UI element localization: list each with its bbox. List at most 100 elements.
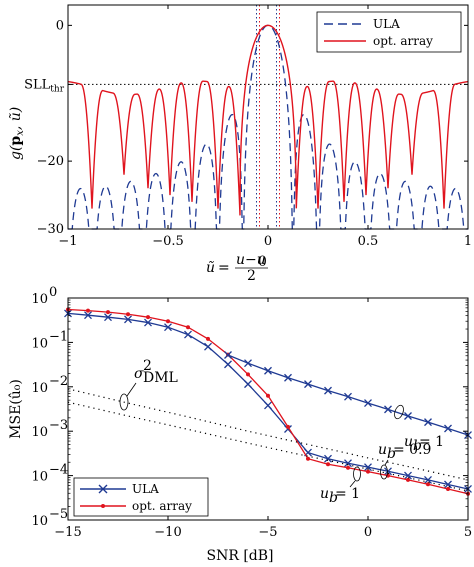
bottom-plot-frame <box>67 297 469 521</box>
dot-marker <box>266 393 270 398</box>
svg-text:g(px, ũ): g(px, ũ) <box>8 107 26 160</box>
dot-marker <box>406 477 410 482</box>
y-tick-label: 0 <box>56 18 64 33</box>
x-marker <box>424 475 432 484</box>
annotation-sigma-dml: σ 2 DML <box>119 358 178 411</box>
y-tick-label: 10 <box>31 381 48 396</box>
bottom-legend: ULA opt. array <box>73 477 209 517</box>
top-plot-frame <box>67 4 469 230</box>
y-tick-exponent: −4 <box>49 463 68 478</box>
x-marker <box>304 380 312 389</box>
svg-text:b: b <box>413 438 422 454</box>
y-tick-label: 10 <box>31 336 48 351</box>
annotation-ub09: u b = 0.9 <box>378 442 431 480</box>
svg-text:= 0.9: = 0.9 <box>393 442 431 458</box>
x-marker <box>384 467 392 476</box>
svg-text:u: u <box>378 442 387 458</box>
dot-marker <box>366 469 370 474</box>
svg-text:= 1: = 1 <box>419 434 444 450</box>
legend-label-ula: ULA <box>373 17 400 31</box>
x-marker <box>364 399 372 408</box>
svg-text:b: b <box>387 446 396 462</box>
x-marker <box>224 351 232 359</box>
svg-text:u: u <box>320 486 329 502</box>
dot-marker <box>246 372 250 377</box>
x-marker <box>164 323 172 332</box>
x-marker <box>364 463 372 472</box>
x-marker <box>264 366 272 375</box>
x-marker <box>424 418 432 427</box>
x-tick-label: 1 <box>464 234 472 249</box>
dot-marker <box>306 456 310 461</box>
top-legend: ULA opt. array <box>316 11 462 53</box>
x-tick-label: 0 <box>264 234 272 249</box>
y-tick-label: 10 <box>31 425 48 440</box>
y-tick-label: 10 <box>31 470 48 485</box>
svg-text:σ: σ <box>134 366 144 382</box>
svg-text:b: b <box>329 490 338 506</box>
top-y-axis-label: g(px, ũ) <box>8 107 26 160</box>
x-marker <box>444 480 452 489</box>
svg-text:2: 2 <box>143 358 152 374</box>
x-tick-label: 0 <box>364 525 372 540</box>
y-tick-exponent: −2 <box>49 374 68 389</box>
bottom-y-axis-label: MSE(û₀) <box>8 379 24 439</box>
svg-text:0: 0 <box>258 254 267 270</box>
x-marker <box>404 412 412 420</box>
x-marker <box>264 401 272 410</box>
x-marker <box>444 424 452 433</box>
x-marker <box>404 471 412 480</box>
x-marker <box>324 454 332 463</box>
x-marker <box>224 360 232 369</box>
x-tick-label: 0.5 <box>358 234 379 249</box>
x-marker <box>124 315 132 324</box>
dot-marker <box>126 312 130 317</box>
x-marker <box>284 373 292 382</box>
y-tick-label: 10 <box>31 514 48 529</box>
series-opt-beampattern <box>67 24 469 216</box>
x-tick-label: −15 <box>54 525 81 540</box>
svg-text:u−u: u−u <box>236 252 266 268</box>
dot-marker <box>326 462 330 467</box>
legend-label-opt: opt. array <box>373 34 433 48</box>
x-tick-label: −1 <box>58 234 77 249</box>
legend-label-ula-mse: ULA <box>132 482 159 496</box>
x-tick-label: −10 <box>154 525 181 540</box>
dot-marker <box>146 315 150 320</box>
svg-text:DML: DML <box>143 370 178 386</box>
x-marker <box>244 359 252 368</box>
y-tick-exponent: −1 <box>49 329 68 344</box>
x-marker <box>344 392 352 401</box>
dot-marker <box>106 310 110 315</box>
y-tick-label: 10 <box>31 292 48 307</box>
dot-marker <box>166 319 170 324</box>
dot-marker <box>446 486 450 491</box>
svg-text:= 1: = 1 <box>335 486 360 502</box>
y-tick-exponent: 0 <box>49 285 57 300</box>
legend-label-opt-mse: opt. array <box>132 499 192 513</box>
bottom-x-axis-label: SNR [dB] <box>206 548 273 564</box>
x-marker <box>344 459 352 468</box>
y-tick-label: −30 <box>37 222 64 237</box>
x-marker <box>324 386 332 395</box>
annotation-ub1-upper: u b = 1 <box>394 404 444 454</box>
x-marker <box>244 380 252 389</box>
y-tick-exponent: −3 <box>49 418 68 433</box>
annotation-ub1-lower: u b = 1 <box>320 466 361 506</box>
svg-text:u: u <box>404 434 413 450</box>
svg-text:2: 2 <box>247 268 256 284</box>
dot-marker <box>86 308 90 313</box>
x-marker <box>144 318 152 327</box>
x-tick-label: 5 <box>464 525 472 540</box>
y-tick-label: −20 <box>37 154 64 169</box>
x-marker <box>104 313 112 322</box>
x-marker <box>204 342 212 351</box>
x-marker <box>84 311 92 320</box>
x-tick-label: −0.5 <box>152 234 184 249</box>
dot-marker <box>286 424 290 429</box>
svg-text:ũ: ũ <box>206 260 215 276</box>
dot-marker <box>186 325 190 330</box>
y-tick-exponent: −5 <box>49 507 68 522</box>
